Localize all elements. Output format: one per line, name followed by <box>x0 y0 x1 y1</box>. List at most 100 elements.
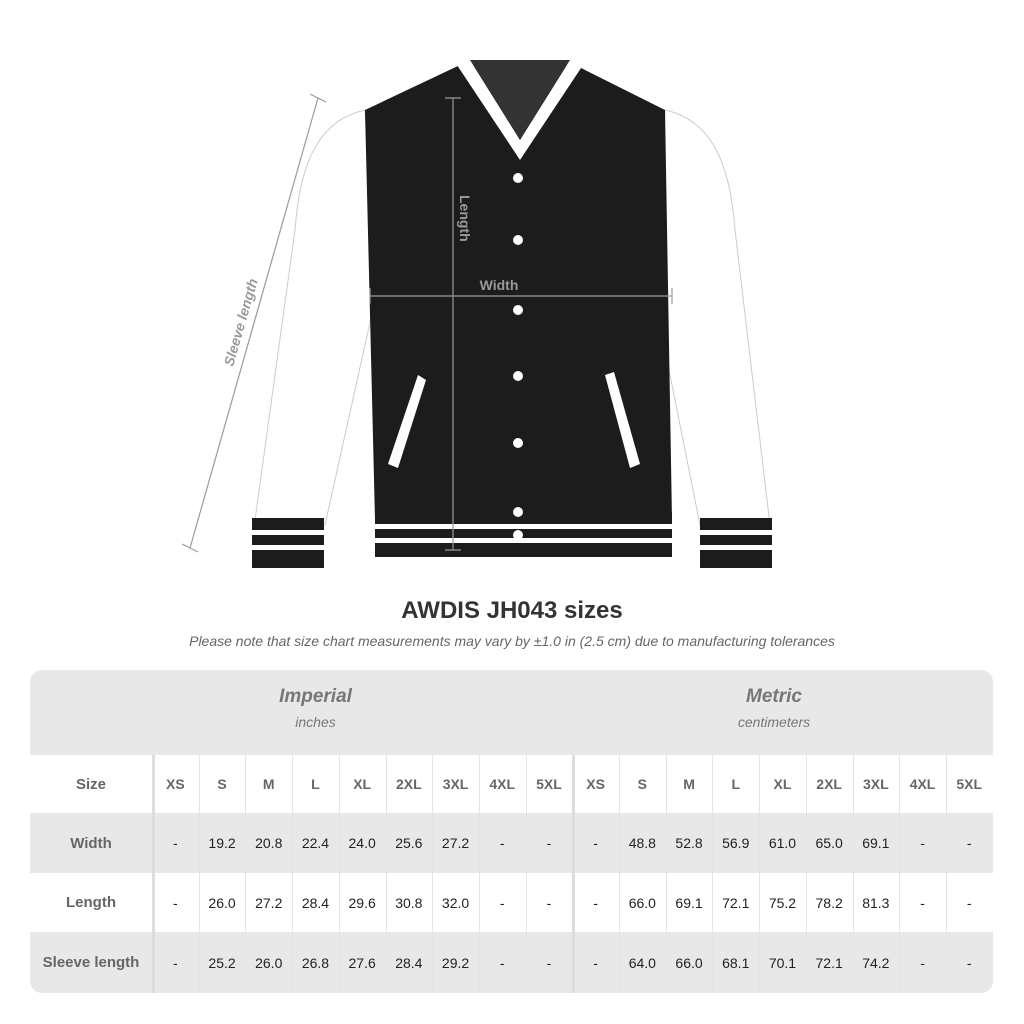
size-column-header: 4XL <box>489 776 516 792</box>
table-cell: 78.2 <box>815 894 843 911</box>
table-cell: - <box>593 954 598 971</box>
group-name: Imperial <box>279 686 352 707</box>
size-column-header: 5XL <box>956 776 983 792</box>
column-divider <box>338 755 340 993</box>
column-divider <box>525 755 527 993</box>
group-unit: centimeters <box>737 714 811 730</box>
size-column-header: 2XL <box>816 776 842 792</box>
table-cell: 20.8 <box>255 835 283 851</box>
column-divider <box>759 755 761 993</box>
right-cuff <box>700 518 772 568</box>
width-label: Width <box>480 277 519 293</box>
column-divider <box>899 755 901 993</box>
size-column-header: L <box>311 776 320 792</box>
table-cell: 30.8 <box>395 894 423 911</box>
column-divider <box>805 755 807 993</box>
table-cell: 26.0 <box>255 954 283 971</box>
column-divider <box>572 755 576 993</box>
table-cell: 69.1 <box>675 894 703 911</box>
buttons <box>513 173 523 540</box>
table-cell: 70.1 <box>768 954 797 971</box>
page-title: AWDIS JH043 sizes <box>401 597 623 624</box>
size-column-header: XL <box>773 776 792 792</box>
table-cell: - <box>966 954 972 971</box>
table-cell: 56.9 <box>722 835 750 851</box>
size-header: Size <box>75 775 106 793</box>
group-unit: inches <box>295 714 336 730</box>
size-column-header: 3XL <box>442 776 469 792</box>
table-cell: 27.2 <box>255 894 283 911</box>
table-cell: 25.2 <box>208 954 236 971</box>
table-cell: 27.2 <box>441 835 470 851</box>
table-cell: 68.1 <box>722 954 750 971</box>
left-cuff <box>252 518 324 568</box>
table-cell: 29.6 <box>348 894 376 911</box>
left-sleeve <box>254 109 376 526</box>
table-cell: 48.8 <box>628 835 656 851</box>
column-divider <box>665 755 667 993</box>
table-cell: 26.8 <box>301 954 330 971</box>
table-cell: - <box>546 894 552 911</box>
left-pocket <box>388 375 426 468</box>
size-row-band <box>30 755 993 813</box>
table-cell: - <box>920 954 925 971</box>
table-cell: - <box>173 894 178 911</box>
table-cell: 28.4 <box>301 894 330 911</box>
column-divider <box>292 755 294 993</box>
table-cell: 28.4 <box>395 954 423 971</box>
metric-group-header: Metric centimeters <box>572 686 976 730</box>
table-cell: - <box>966 894 972 911</box>
table-cell: 61.0 <box>768 835 797 851</box>
size-column-header: XS <box>166 776 185 792</box>
table-cell: 32.0 <box>441 894 470 911</box>
header-band <box>30 670 993 755</box>
size-column-header: XL <box>353 776 372 792</box>
width-row-band <box>30 813 993 873</box>
table-cell: 72.1 <box>722 894 750 911</box>
size-column-header: 3XL <box>863 776 889 792</box>
sleeve-row-band <box>30 932 993 993</box>
size-column-header: 5XL <box>536 776 562 792</box>
table-cell: 66.0 <box>675 954 703 971</box>
size-table: Imperial inches Metric centimeters Size X… <box>30 670 993 993</box>
collar-opening <box>470 60 570 140</box>
table-cell: 64.0 <box>628 954 656 971</box>
table-cell: - <box>499 954 505 971</box>
size-column-header: S <box>637 776 648 792</box>
table-cell: - <box>593 894 598 911</box>
table-cell: 19.2 <box>208 835 236 851</box>
table-cell: 24.0 <box>348 835 376 851</box>
size-column-header: 4XL <box>909 776 936 792</box>
column-divider <box>385 755 387 993</box>
column-divider <box>852 755 854 993</box>
sleeve-measure-line <box>189 97 319 549</box>
jacket-measurement-diagram: Length Width Sleeve length <box>181 60 772 568</box>
group-name: Metric <box>746 686 802 707</box>
table-cell: 69.1 <box>862 835 890 851</box>
length-row-band <box>30 873 993 932</box>
table-cell: 25.6 <box>395 835 423 851</box>
column-divider <box>712 755 714 993</box>
table-cell: 52.8 <box>675 835 703 851</box>
table-cell: 29.2 <box>441 954 470 971</box>
table-cell: 26.0 <box>208 894 236 911</box>
table-cell: 72.1 <box>815 954 843 971</box>
table-cell: - <box>499 894 505 911</box>
table-cell: - <box>546 954 552 971</box>
tolerance-note: Please note that size chart measurements… <box>189 633 835 649</box>
column-divider <box>619 755 620 993</box>
waistband <box>375 512 672 557</box>
table-cell: - <box>593 835 598 851</box>
table-cell: 81.3 <box>862 894 890 911</box>
row-label: Length <box>66 894 116 911</box>
measure-line-end-caps <box>181 93 673 553</box>
size-column-header: XS <box>586 776 605 792</box>
size-column-header: 2XL <box>396 776 422 792</box>
table-cell: 27.6 <box>348 954 376 971</box>
size-column-header: S <box>217 776 227 792</box>
size-column-header: M <box>262 776 275 792</box>
table-cell: - <box>920 894 925 911</box>
table-cell: 65.0 <box>815 835 843 851</box>
table-cell: 74.2 <box>862 954 890 971</box>
column-divider <box>245 755 247 993</box>
